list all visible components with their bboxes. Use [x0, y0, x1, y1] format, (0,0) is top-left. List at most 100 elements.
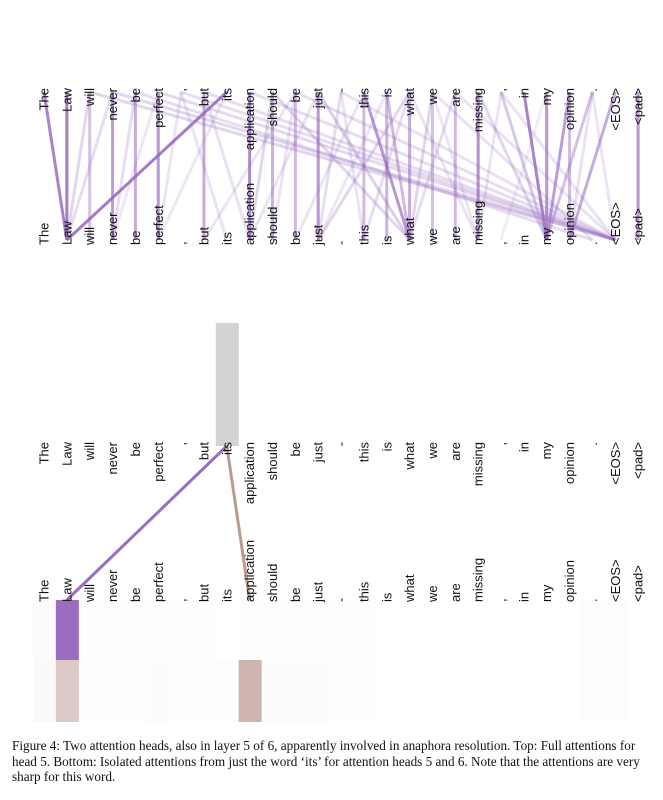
bottom-source-token-labels: The Law will never be perfect, but its applicati… — [37, 441, 646, 504]
attention-link-63 — [248, 91, 320, 241]
attention-link-40 — [294, 90, 616, 242]
bottom-target-token-14-this: this — [356, 581, 371, 602]
top-target-token-23-opinion: opinion — [562, 203, 577, 245]
top-target-token-17-we: we — [425, 228, 440, 246]
top-target-token-25-eos: <EOS> — [608, 202, 623, 245]
bottom-target-token-2-will: will — [82, 584, 97, 603]
attention-link-54 — [408, 91, 434, 241]
top-target-token-21-in: in — [516, 235, 531, 245]
head5-weight-bar-10 — [262, 600, 285, 660]
head5-weight-bar-24 — [581, 600, 604, 660]
bottom-target-token-19-missing: missing — [471, 558, 486, 602]
top-source-token-14-this: this — [356, 88, 371, 109]
top-source-token-16-what: what — [402, 88, 417, 117]
top-source-token-9-application: application — [242, 88, 257, 150]
top-target-token-8-its: its — [219, 232, 234, 246]
attention-link-47 — [65, 91, 114, 241]
top-source-token-18-are: are — [448, 88, 463, 107]
head6-weight-bar-4 — [124, 660, 147, 722]
top-source-token-26-pad: <pad> — [631, 88, 646, 125]
attention-link-68 — [568, 91, 594, 241]
bottom-source-token-11-be: be — [288, 442, 303, 456]
top-target-token-5-perfect: perfect — [151, 205, 166, 245]
attention-link-37 — [203, 90, 616, 242]
head5-weight-bar-11 — [284, 600, 307, 660]
bottom-target-token-26-pad: <pad> — [631, 565, 646, 602]
its-token-highlight — [215, 323, 239, 446]
bottom-source-token-24-punct: . — [585, 442, 600, 446]
head5-weight-bar-25 — [604, 600, 627, 660]
its-isolated-attention-panel: The Law will never be perfect, but its applicati… — [33, 323, 646, 722]
attention-link-21 — [362, 91, 412, 241]
attention-link-53 — [339, 91, 366, 241]
head5-weight-bar-13 — [330, 600, 353, 660]
head5-weight-bar-5 — [147, 600, 170, 660]
attention-link-41 — [340, 90, 616, 242]
top-source-token-20-punct: , — [494, 88, 509, 92]
top-target-token-10-should: should — [265, 207, 280, 245]
bottom-target-token-22-my: my — [539, 584, 554, 602]
attention-link-23 — [316, 91, 411, 241]
bottom-source-token-10-should: should — [265, 442, 280, 480]
attention-link-24 — [271, 90, 411, 242]
attention-figure: The Law will never be perfect, but its applicati… — [33, 87, 646, 722]
bottom-target-token-23-opinion: opinion — [562, 560, 577, 602]
attention-link-49 — [156, 91, 183, 241]
top-source-token-labels: The Law will never be perfect, but its applicati… — [37, 87, 646, 150]
bottom-target-token-5-perfect: perfect — [151, 562, 166, 602]
head6-weight-bar-24 — [581, 660, 604, 722]
bottom-source-token-17-we: we — [425, 442, 440, 460]
head5-weight-bar-6 — [170, 600, 193, 660]
head5-attention-link — [65, 444, 228, 602]
head5-attention-links — [42, 90, 640, 242]
attention-link-26 — [362, 91, 412, 241]
head5-weight-bar-12 — [307, 600, 330, 660]
top-source-token-0-the: The — [37, 88, 52, 110]
head5-weight-bar-3 — [102, 600, 125, 660]
head5-weight-bar-7 — [193, 600, 216, 660]
bottom-source-token-16-what: what — [402, 442, 417, 471]
top-source-token-10-should: should — [265, 88, 280, 126]
bottom-source-token-8-its: its — [219, 442, 234, 456]
head6-weight-bar-5 — [147, 660, 170, 722]
attention-link-44 — [499, 91, 617, 241]
bottom-source-token-6-punct: , — [174, 442, 189, 446]
attention-link-66 — [476, 91, 503, 241]
head6-weight-bar-1 — [55, 660, 79, 722]
top-target-token-24-punct: . — [585, 241, 600, 245]
top-source-token-1-law: Law — [59, 87, 74, 111]
top-target-token-7-but: but — [196, 227, 211, 245]
head6-weight-bar-11 — [284, 660, 307, 722]
top-target-token-14-this: this — [356, 224, 371, 245]
top-target-token-0-the: The — [37, 223, 52, 245]
head5-weight-bar-14 — [353, 600, 376, 660]
attention-link-36 — [180, 90, 616, 242]
head6-weight-bar-14 — [353, 660, 376, 722]
bottom-target-token-3-never: never — [105, 569, 120, 602]
bottom-source-token-19-missing: missing — [471, 442, 486, 486]
top-source-token-25-eos: <EOS> — [608, 88, 623, 131]
head6-attention-link — [225, 445, 252, 601]
bottom-source-token-26-pad: <pad> — [631, 442, 646, 479]
head5-weight-bar-1 — [55, 600, 79, 660]
head6-weight-bar-25 — [604, 660, 627, 722]
attention-link-45 — [590, 91, 617, 241]
attention-link-34 — [112, 90, 616, 242]
bottom-source-token-22-my: my — [539, 442, 554, 460]
attention-link-52 — [316, 91, 343, 241]
top-source-token-7-but: but — [196, 88, 211, 106]
top-source-token-3-never: never — [105, 87, 120, 120]
attention-link-32 — [476, 91, 549, 241]
bottom-target-token-10-should: should — [265, 564, 280, 602]
top-source-token-17-we: we — [425, 88, 440, 106]
top-target-token-3-never: never — [105, 212, 120, 245]
bottom-target-token-20-punct: , — [494, 598, 509, 602]
attention-link-2 — [65, 90, 228, 242]
top-source-token-13-punct: - — [334, 88, 349, 92]
attention-link-67 — [499, 91, 549, 241]
head6-weight-bar-8 — [216, 660, 239, 722]
top-source-token-11-be: be — [288, 88, 303, 102]
bottom-target-token-11-be: be — [288, 588, 303, 602]
bottom-target-token-4-be: be — [128, 588, 143, 602]
top-source-token-5-perfect: perfect — [151, 88, 166, 128]
